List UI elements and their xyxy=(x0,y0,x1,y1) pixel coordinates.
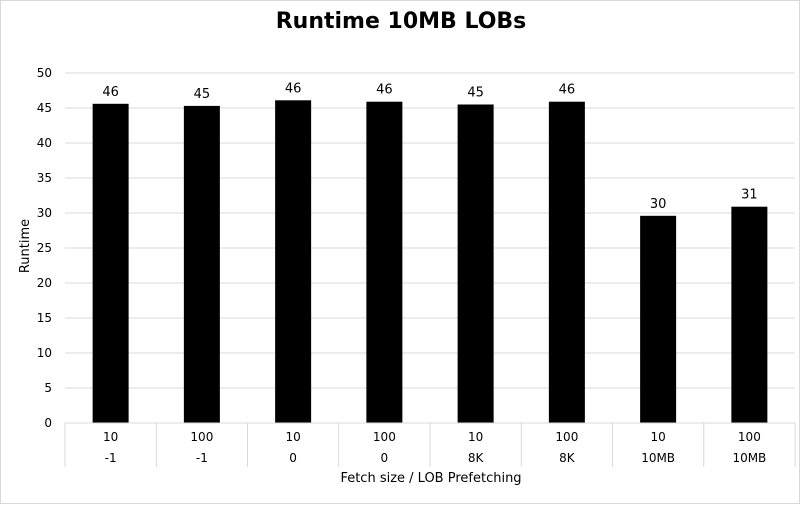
data-label: 46 xyxy=(376,83,393,98)
bar xyxy=(548,101,585,423)
y-tick-label: 10 xyxy=(37,346,52,360)
chart-title: Runtime 10MB LOBs xyxy=(275,9,527,34)
bar xyxy=(275,100,312,424)
y-tick-label: 0 xyxy=(44,416,52,430)
x-tick-label-fetch-size: 100 xyxy=(738,430,761,444)
data-label: 45 xyxy=(467,86,484,101)
y-axis: 0 5 10 15 20 25 30 35 40 45 50 xyxy=(37,66,52,430)
x-tick-label-fetch-size: 10 xyxy=(468,430,483,444)
y-tick-label: 35 xyxy=(37,171,52,185)
x-tick-label-lob-prefetching: 10MB xyxy=(641,451,675,465)
x-tick-label-fetch-size: 10 xyxy=(285,430,300,444)
y-tick-label: 15 xyxy=(37,311,52,325)
data-label: 46 xyxy=(102,85,119,100)
bar xyxy=(92,103,129,424)
bar xyxy=(183,105,220,424)
x-tick-label-lob-prefetching: 0 xyxy=(289,451,297,465)
x-tick-label-fetch-size: 100 xyxy=(190,430,213,444)
bar xyxy=(731,206,768,423)
data-label: 45 xyxy=(194,87,211,102)
x-axis-title: Fetch size / LOB Prefetching xyxy=(340,471,521,486)
bar xyxy=(457,104,494,423)
y-tick-label: 45 xyxy=(37,101,52,115)
x-tick-label-lob-prefetching: -1 xyxy=(196,451,208,465)
data-label: 46 xyxy=(559,83,576,98)
x-tick-label-lob-prefetching: 8K xyxy=(559,451,576,465)
data-label: 31 xyxy=(741,188,758,203)
gridlines xyxy=(65,72,795,424)
y-axis-title: Runtime xyxy=(18,219,33,273)
y-tick-label: 25 xyxy=(37,241,52,255)
bar xyxy=(640,215,677,423)
y-tick-label: 20 xyxy=(37,276,52,290)
x-tick-label-fetch-size: 10 xyxy=(650,430,665,444)
x-tick-label-fetch-size: 100 xyxy=(373,430,396,444)
bar xyxy=(366,101,403,423)
data-label: 30 xyxy=(650,197,667,212)
data-labels: 46 45 46 46 45 46 30 31 xyxy=(102,81,757,212)
y-tick-label: 40 xyxy=(37,136,52,150)
y-tick-label: 30 xyxy=(37,206,52,220)
x-tick-label-lob-prefetching: 0 xyxy=(381,451,389,465)
x-tick-label-lob-prefetching: 8K xyxy=(468,451,485,465)
y-tick-label: 5 xyxy=(44,381,52,395)
bars xyxy=(92,100,768,424)
y-tick-label: 50 xyxy=(37,66,52,80)
x-tick-label-fetch-size: 10 xyxy=(103,430,118,444)
data-label: 46 xyxy=(285,81,302,96)
x-tick-label-fetch-size: 100 xyxy=(555,430,578,444)
x-tick-label-lob-prefetching: -1 xyxy=(105,451,117,465)
x-tick-label-lob-prefetching: 10MB xyxy=(732,451,766,465)
